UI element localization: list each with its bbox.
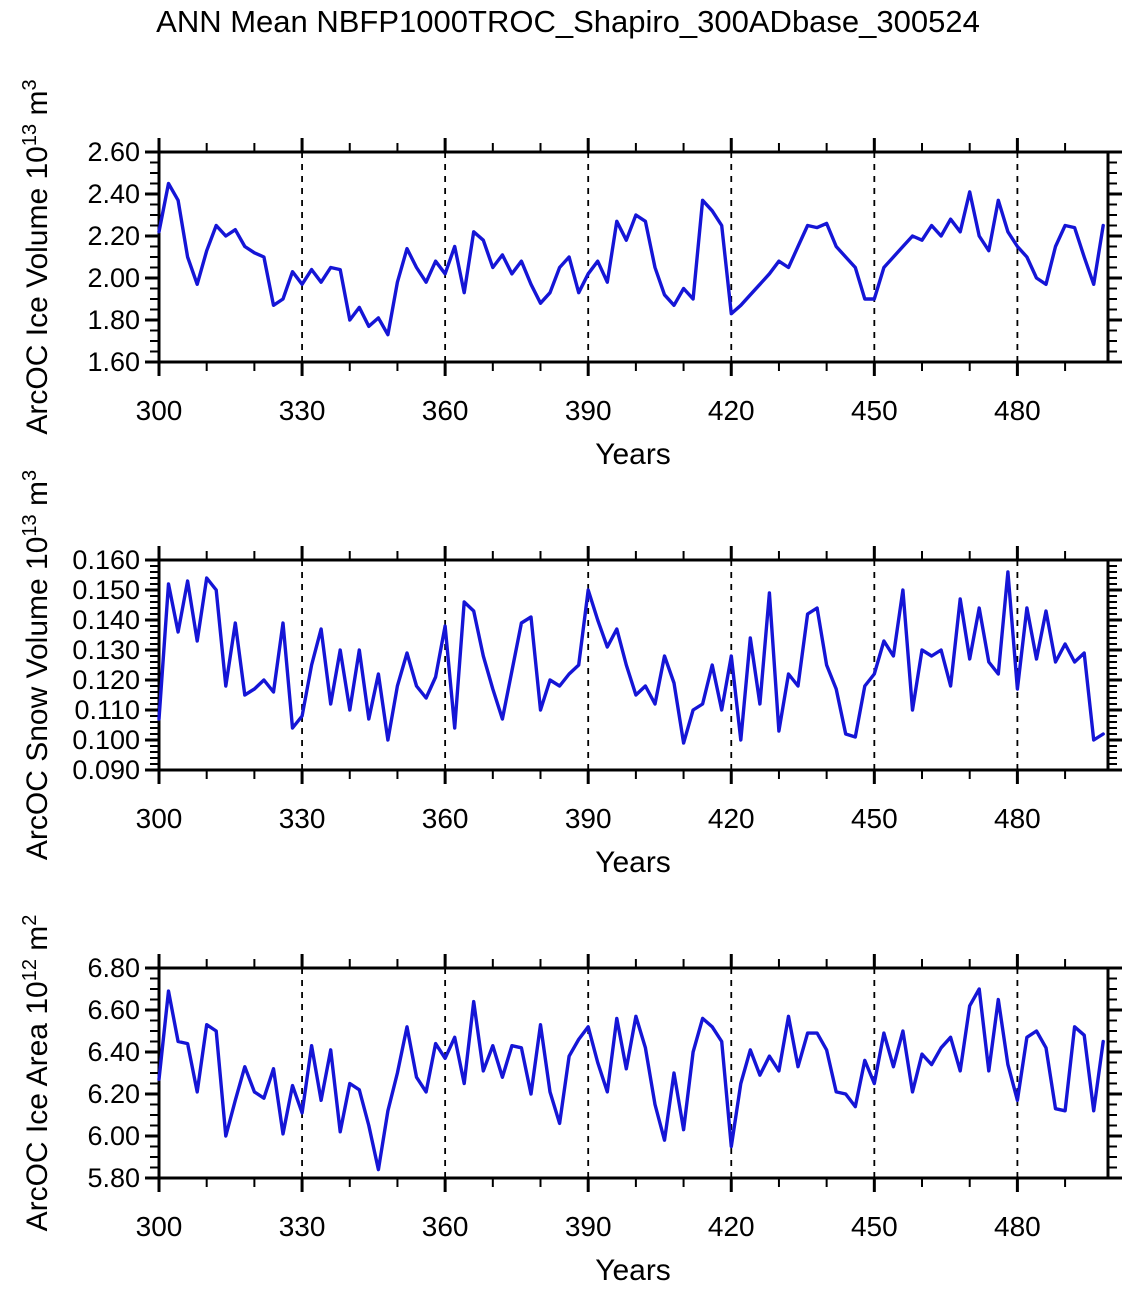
y-tick-label: 0.110 bbox=[74, 695, 140, 725]
x-tick-label: 480 bbox=[994, 803, 1041, 834]
ice-area-line bbox=[157, 987, 1105, 1172]
y-tick-label: 2.00 bbox=[87, 263, 140, 293]
y-axis-title-text: ArcOC Ice Area 10 bbox=[21, 981, 54, 1232]
y-axis-title-text: ArcOC Ice Volume 10 bbox=[21, 146, 54, 435]
y-axis-title-unit: m bbox=[21, 90, 54, 124]
x-tick-label: 480 bbox=[994, 1211, 1041, 1242]
y-axis-title-exponent: 12 bbox=[19, 959, 41, 982]
y-axis-title-unit: m bbox=[21, 925, 54, 960]
x-tick-label: 450 bbox=[851, 395, 898, 426]
y-tick-label: 2.40 bbox=[87, 179, 140, 209]
y-axis-title-ice-volume: ArcOC Ice Volume 1013 m3 bbox=[19, 79, 55, 434]
plot-frame bbox=[157, 966, 1110, 1180]
x-tick-label: 300 bbox=[136, 803, 183, 834]
y-axis-title-exponent: 13 bbox=[19, 514, 41, 537]
plot-frame bbox=[157, 150, 1110, 364]
y-tick-label: 0.120 bbox=[72, 665, 140, 695]
x-tick-label: 390 bbox=[565, 803, 612, 834]
y-tick-label: 0.090 bbox=[72, 755, 140, 785]
y-axis-title-unit: m bbox=[21, 481, 54, 515]
x-axis-label-panel-2: Years bbox=[595, 846, 671, 879]
y-axis-title-ice-area: ArcOC Ice Area 1012 m2 bbox=[19, 915, 55, 1232]
y-tick-label: 0.140 bbox=[72, 605, 140, 635]
x-tick-label: 450 bbox=[851, 803, 898, 834]
x-tick-label: 450 bbox=[851, 1211, 898, 1242]
y-axis-title-snow-volume: ArcOC Snow Volume 1013 m3 bbox=[19, 470, 55, 860]
x-tick-label: 330 bbox=[279, 1211, 326, 1242]
y-axis-title-exponent: 13 bbox=[19, 123, 41, 147]
x-axis-label-panel-3: Years bbox=[595, 1254, 671, 1287]
y-tick-label: 1.80 bbox=[87, 305, 140, 335]
y-tick-label: 6.00 bbox=[87, 1121, 140, 1151]
y-tick-label: 0.130 bbox=[72, 635, 140, 665]
x-tick-label: 360 bbox=[422, 395, 469, 426]
x-tick-label: 300 bbox=[136, 395, 183, 426]
y-tick-label: 0.160 bbox=[72, 545, 140, 575]
x-tick-label: 330 bbox=[279, 395, 326, 426]
x-tick-label: 390 bbox=[565, 395, 612, 426]
plot-frame bbox=[157, 558, 1110, 772]
x-tick-label: 420 bbox=[708, 803, 755, 834]
x-tick-label: 330 bbox=[279, 803, 326, 834]
x-tick-label: 390 bbox=[565, 1211, 612, 1242]
y-tick-label: 6.80 bbox=[87, 953, 140, 983]
x-tick-label: 420 bbox=[708, 1211, 755, 1242]
y-tick-label: 0.150 bbox=[72, 575, 140, 605]
x-tick-label: 360 bbox=[422, 1211, 469, 1242]
y-axis-title-unit-exponent: 3 bbox=[19, 79, 41, 91]
x-tick-label: 360 bbox=[422, 803, 469, 834]
x-tick-label: 480 bbox=[994, 395, 1041, 426]
y-tick-label: 6.40 bbox=[87, 1037, 140, 1067]
y-axis-title-unit-exponent: 3 bbox=[19, 469, 41, 482]
y-tick-label: 1.60 bbox=[87, 347, 140, 377]
snow-volume-line bbox=[157, 570, 1105, 745]
y-tick-label: 6.20 bbox=[87, 1079, 140, 1109]
ice-volume-line bbox=[157, 181, 1105, 337]
x-tick-label: 300 bbox=[136, 1211, 183, 1242]
chart-title: ANN Mean NBFP1000TROC_Shapiro_300ADbase_… bbox=[156, 4, 980, 39]
y-axis-title-unit-exponent: 2 bbox=[19, 914, 41, 926]
y-tick-label: 2.20 bbox=[87, 221, 140, 251]
x-axis-label-panel-1: Years bbox=[595, 438, 671, 471]
y-tick-label: 6.60 bbox=[87, 995, 140, 1025]
y-tick-label: 5.80 bbox=[87, 1163, 140, 1193]
y-axis-title-text: ArcOC Snow Volume 10 bbox=[21, 536, 54, 861]
y-tick-label: 2.60 bbox=[87, 137, 140, 167]
y-tick-label: 0.100 bbox=[72, 725, 140, 755]
x-tick-label: 420 bbox=[708, 395, 755, 426]
